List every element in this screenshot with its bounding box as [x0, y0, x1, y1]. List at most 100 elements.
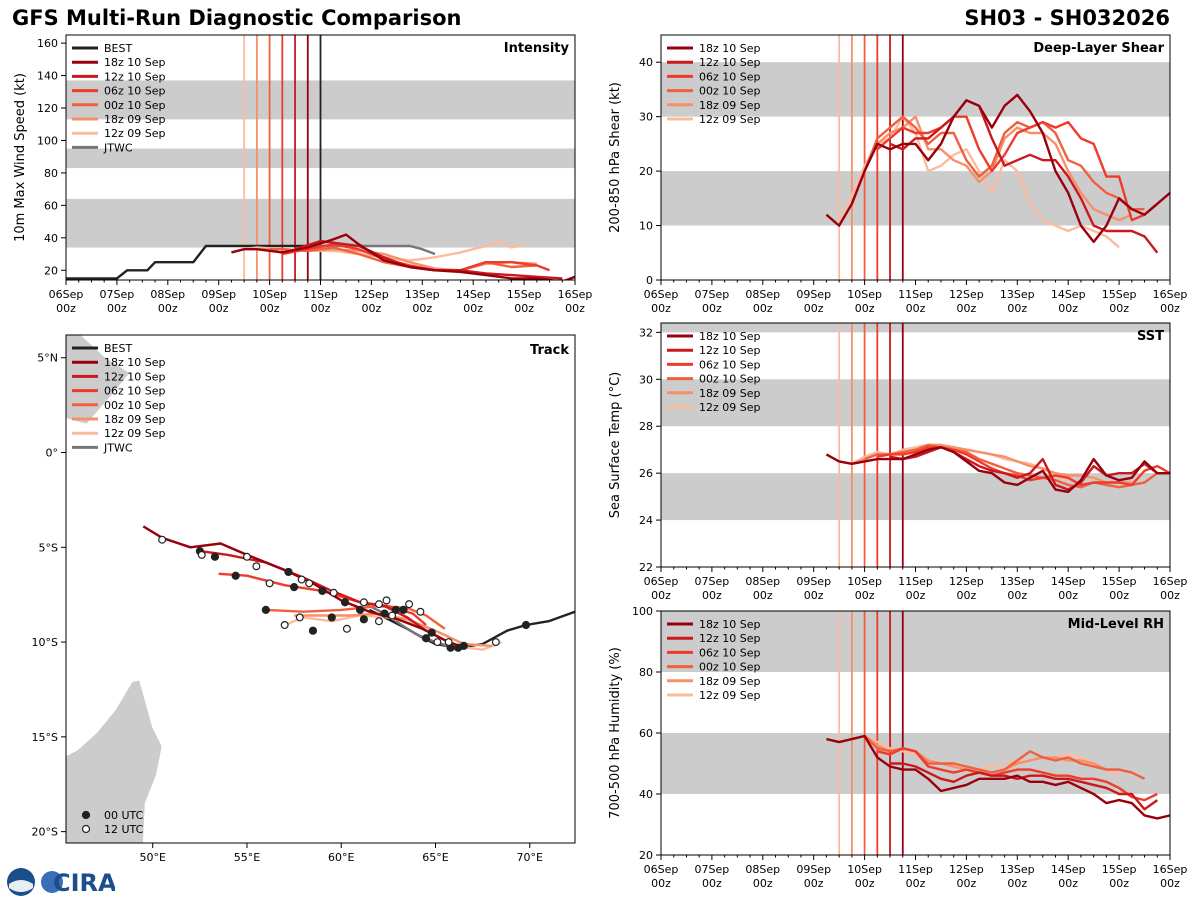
track-marker-12utc-17	[444, 638, 453, 647]
shear-ytick-label-40: 40	[639, 56, 653, 69]
sst-band-0	[661, 473, 1170, 521]
sst-title: SST	[1137, 329, 1164, 344]
shear-legend-label-12z-09-sep: 12z 09 Sep	[699, 113, 761, 126]
track-xtick-label-60: 60°E	[328, 851, 354, 864]
intensity-xtick-label-1: 07Sep	[100, 288, 135, 301]
intensity-legend-label-12z-09-sep: 12z 09 Sep	[104, 127, 166, 140]
rh-band-1	[661, 611, 1170, 672]
track-marker-12utc-11	[374, 600, 383, 609]
sst-xtick-label-8: 14Sep	[1051, 575, 1086, 588]
track-xtick-label-70: 70°E	[517, 851, 543, 864]
intensity-ytick-label-60: 60	[44, 199, 58, 212]
track-best	[368, 608, 575, 649]
intensity-xtick-sublabel-1: 00z	[107, 302, 127, 315]
track-legend-label-06z-10-sep: 06z 10 Sep	[104, 385, 166, 398]
page-title: GFS Multi-Run Diagnostic Comparison	[12, 6, 462, 30]
track-legend-label-18z-09-sep: 18z 09 Sep	[104, 413, 166, 426]
track-legend-label-00z-10-sep: 00z 10 Sep	[104, 399, 166, 412]
track-chart-group: 50°E 55°E 60°E 65°E 70°E 5°N 0° 5°S 10°S 15°S 20°S…	[32, 334, 576, 864]
shear-legend-label-18z-09-sep: 18z 09 Sep	[699, 99, 761, 112]
shear-series-00z-10-sep	[863, 115, 1145, 211]
shear-legend-label-06z-10-sep: 06z 10 Sep	[699, 70, 761, 83]
intensity-xtick-sublabel-3: 00z	[209, 302, 229, 315]
shear-xtick-label-2: 08Sep	[745, 288, 780, 301]
track-marker-00utc-14	[327, 613, 336, 622]
rh-chart-group: 06Sep00z07Sep00z08Sep00z09Sep00z10Sep00z…	[608, 605, 1187, 890]
globe-icon	[41, 871, 63, 893]
intensity-xtick-label-0: 06Sep	[49, 288, 84, 301]
intensity-xtick-sublabel-8: 00z	[463, 302, 483, 315]
rh-xtick-label-6: 12Sep	[949, 863, 984, 876]
track-marker-00utc-17	[399, 605, 408, 614]
rh-ytick-label-80: 80	[639, 666, 653, 679]
storm-id: SH03 - SH032026	[964, 6, 1170, 30]
sst-band-2	[661, 323, 1170, 333]
intensity-xtick-label-7: 13Sep	[405, 288, 440, 301]
track-marker-12utc-4	[265, 579, 274, 588]
rh-xtick-sublabel-0: 00z	[651, 877, 671, 890]
track-xtick-label-50: 50°E	[139, 851, 165, 864]
intensity-ytick-label-120: 120	[37, 102, 58, 115]
sst-legend-label-12z-10-sep: 12z 10 Sep	[699, 344, 761, 357]
track-title: Track	[530, 343, 569, 358]
intensity-series-18z-10-sep	[231, 233, 575, 280]
intensity-xtick-label-9: 15Sep	[507, 288, 542, 301]
sst-xtick-label-5: 11Sep	[898, 575, 933, 588]
shear-xtick-sublabel-4: 00z	[855, 302, 875, 315]
shear-xtick-label-10: 16Sep	[1153, 288, 1188, 301]
sst-legend-label-18z-09-sep: 18z 09 Sep	[699, 387, 761, 400]
rh-xtick-sublabel-2: 00z	[753, 877, 773, 890]
track-legend-label-12z-10-sep: 12z 10 Sep	[104, 370, 166, 383]
sst-ytick-label-26: 26	[639, 467, 653, 480]
sst-legend-label-00z-10-sep: 00z 10 Sep	[699, 373, 761, 386]
intensity-xtick-label-8: 14Sep	[456, 288, 491, 301]
rh-xtick-label-3: 09Sep	[796, 863, 831, 876]
intensity-legend-label-best: BEST	[104, 42, 132, 55]
rh-xtick-label-8: 14Sep	[1051, 863, 1086, 876]
rh-legend-label-18z-09-sep: 18z 09 Sep	[699, 675, 761, 688]
sst-xtick-label-10: 16Sep	[1153, 575, 1188, 588]
intensity-xtick-sublabel-6: 00z	[362, 302, 382, 315]
intensity-xtick-sublabel-4: 00z	[260, 302, 280, 315]
rh-xtick-label-0: 06Sep	[644, 863, 679, 876]
sst-series-00z-10-sep	[864, 443, 1159, 489]
rh-ytick-label-40: 40	[639, 788, 653, 801]
intensity-chart-group: 06Sep00z07Sep00z08Sep00z09Sep00z10Sep00z…	[13, 34, 592, 315]
sst-xtick-sublabel-10: 00z	[1160, 589, 1180, 602]
intensity-legend-label-06z-10-sep: 06z 10 Sep	[104, 85, 166, 98]
rh-xtick-sublabel-1: 00z	[702, 877, 722, 890]
track-marker-12utc-6	[297, 575, 306, 584]
sst-xtick-label-6: 12Sep	[949, 575, 984, 588]
track-legend-label-jtwc: JTWC	[103, 441, 133, 454]
track-marker-00utc-9	[318, 586, 327, 595]
intensity-xtick-label-2: 08Sep	[150, 288, 185, 301]
rh-legend-label-06z-10-sep: 06z 10 Sep	[699, 646, 761, 659]
rh-title: Mid-Level RH	[1068, 617, 1164, 632]
shear-xtick-sublabel-10: 00z	[1160, 302, 1180, 315]
shear-ylabel: 200-850 hPa Shear (kt)	[608, 82, 623, 233]
track-marker-12utc-9	[342, 624, 351, 633]
intensity-ytick-label-20: 20	[44, 264, 58, 277]
intensity-ytick-label-40: 40	[44, 232, 58, 245]
shear-xtick-label-1: 07Sep	[695, 288, 730, 301]
track-marker-00utc-13	[308, 626, 318, 635]
sst-ytick-label-22: 22	[639, 561, 653, 574]
shear-xtick-sublabel-6: 00z	[957, 302, 977, 315]
rh-series-group	[826, 734, 1170, 820]
track-marker-12utc-18	[491, 638, 500, 647]
shear-xtick-label-7: 13Sep	[1000, 288, 1035, 301]
shear-legend-label-00z-10-sep: 00z 10 Sep	[699, 85, 761, 98]
sst-xtick-sublabel-4: 00z	[855, 589, 875, 602]
rh-series-06z-10-sep	[877, 747, 1158, 802]
shear-ytick-label-10: 10	[639, 220, 653, 233]
shear-xtick-label-9: 15Sep	[1102, 288, 1137, 301]
sst-xtick-sublabel-2: 00z	[753, 589, 773, 602]
sst-xtick-sublabel-6: 00z	[957, 589, 977, 602]
sst-xtick-sublabel-0: 00z	[651, 589, 671, 602]
shear-chart-group: 06Sep00z07Sep00z08Sep00z09Sep00z10Sep00z…	[608, 34, 1188, 315]
track-marker-12utc-19	[295, 613, 304, 622]
intensity-legend-label-18z-09-sep: 18z 09 Sep	[104, 113, 166, 126]
rh-xtick-label-9: 15Sep	[1102, 863, 1137, 876]
track-legend-label-18z-10-sep: 18z 10 Sep	[104, 356, 166, 369]
sst-xtick-sublabel-7: 00z	[1007, 589, 1027, 602]
